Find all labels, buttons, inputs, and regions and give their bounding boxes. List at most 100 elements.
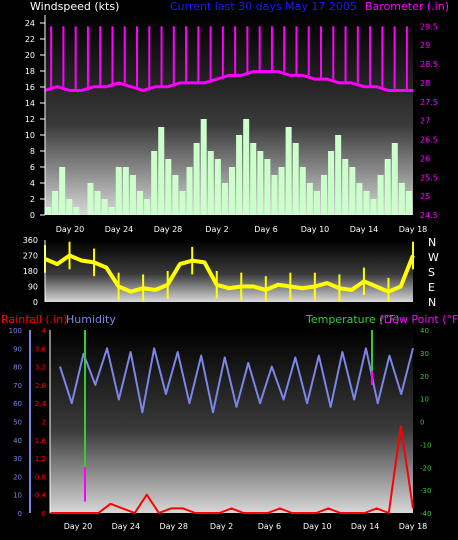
rainfall-tick-label: 0 [42, 510, 46, 518]
barometer-tick-label: 28 [420, 79, 430, 88]
rainfall-tick-label: 4 [42, 327, 47, 335]
windspeed-bar [278, 167, 285, 215]
windspeed-date-label: Day 20 [56, 225, 85, 234]
windspeed-bar [214, 159, 221, 215]
rainfall-axis: 0 0.4 0.8 1.2 1.6 2 2.4 2.8 3.2 3.6 4 [35, 327, 51, 518]
windspeed-bar [200, 119, 207, 215]
windspeed-bar [349, 167, 356, 215]
windspeed-date-label: Day 10 [301, 225, 330, 234]
windspeed-date-label: Day 18 [399, 225, 428, 234]
temperature-tick-label: 0 [420, 419, 424, 427]
windspeed-bar [236, 135, 243, 215]
temperature-tick-label: -20 [420, 464, 431, 472]
temperature-tick-label: 10 [420, 396, 429, 404]
temperature-axis: -40 -30 -20 -10 0 10 20 30 40 [420, 327, 431, 518]
windspeed-bar [229, 167, 236, 215]
windspeed-x-axis: Day 20 Day 24 Day 28 Day 2 Day 6 Day 10 Day 14… [56, 225, 428, 234]
windspeed-tick-label: 2 [30, 195, 35, 204]
direction-series [44, 241, 415, 302]
windspeed-bar [129, 175, 136, 215]
windspeed-date-label: Day 6 [254, 225, 277, 234]
compass-label: N [428, 296, 436, 309]
rain-date-label: Day 2 [210, 522, 233, 531]
temperature-title: Temperature (°F) [305, 313, 400, 326]
rain-date-label: Day 14 [351, 522, 380, 531]
windspeed-tick-label: 0 [30, 211, 35, 220]
humidity-tick-label: 30 [13, 455, 22, 463]
windspeed-tick-label: 24 [25, 19, 35, 28]
humidity-tick-label: 0 [18, 510, 22, 518]
windspeed-series [45, 119, 412, 215]
windspeed-tick-label: 20 [25, 51, 35, 60]
chart-subtitle: Current last 30 days May 17 2005 [170, 0, 357, 13]
windspeed-bar [172, 175, 179, 215]
humidity-title: Humidity [66, 313, 116, 326]
direction-plot-area [45, 240, 413, 302]
windspeed-bar [193, 143, 200, 215]
humidity-tick-label: 80 [13, 364, 22, 372]
barometer-tick-label: 28.5 [420, 60, 438, 69]
windspeed-bar [45, 207, 52, 215]
windspeed-bar [405, 191, 412, 215]
windspeed-bar [257, 151, 264, 215]
windspeed-bar [377, 175, 384, 215]
windspeed-bar [356, 183, 363, 215]
windspeed-tick-label: 22 [25, 35, 35, 44]
windspeed-bar [335, 135, 342, 215]
windspeed-tick-label: 14 [25, 99, 35, 108]
humidity-tick-label: 20 [13, 473, 22, 481]
windspeed-title: Windspeed (kts) [30, 0, 119, 13]
rain-date-label: Day 28 [159, 522, 188, 531]
windspeed-bar [363, 191, 370, 215]
temperature-markers [84, 330, 373, 502]
direction-tick-label: 90 [28, 283, 38, 292]
windspeed-bar [328, 151, 335, 215]
barometer-tick-label: 27 [420, 117, 430, 126]
windspeed-bar [151, 151, 158, 215]
windspeed-bar [94, 191, 101, 215]
rain-humidity-panel: Rainfall (.in) Humidity Temperature (°F)… [1, 313, 458, 531]
temperature-tick-label: 40 [420, 327, 429, 335]
rainfall-tick-label: 2 [42, 419, 46, 427]
rainfall-series [50, 425, 414, 514]
direction-line [44, 253, 415, 294]
compass-label: N [428, 236, 436, 249]
windspeed-bar [243, 119, 250, 215]
dewpoint-title: /Dew Point (°F) [380, 313, 458, 326]
rainfall-line [50, 425, 414, 514]
humidity-tick-label: 40 [13, 437, 22, 445]
windspeed-date-label: Day 2 [205, 225, 228, 234]
windspeed-bar [179, 191, 186, 215]
rain-x-axis: Day 20 Day 24 Day 28 Day 2 Day 6 Day 10 Day 14… [64, 522, 428, 531]
barometer-tick-label: 26.5 [420, 136, 438, 145]
windspeed-tick-label: 18 [25, 67, 35, 76]
barometer-tick-label: 26 [420, 154, 430, 163]
temperature-tick-label: 30 [420, 350, 429, 358]
windspeed-bar [52, 191, 59, 215]
barometer-line [44, 70, 413, 92]
windspeed-date-label: Day 24 [105, 225, 134, 234]
windspeed-bar [165, 159, 172, 215]
barometer-tick-label: 29 [420, 41, 430, 50]
direction-tick-label: 270 [23, 252, 38, 261]
windspeed-bar [292, 143, 299, 215]
compass-label: E [428, 281, 435, 294]
rainfall-tick-label: 2.8 [35, 382, 46, 390]
barometer-tick-label: 25 [420, 192, 430, 201]
windspeed-bar [73, 207, 80, 215]
rainfall-tick-label: 3.2 [35, 364, 46, 372]
windspeed-bar [313, 191, 320, 215]
rain-date-label: Day 20 [64, 522, 93, 531]
temperature-tick-label: 20 [420, 373, 429, 381]
humidity-tick-label: 100 [9, 327, 22, 335]
barometer-series [44, 26, 413, 92]
windspeed-bar [250, 143, 257, 215]
rainfall-tick-label: 1.6 [35, 437, 47, 445]
barometer-tick-label: 24.5 [420, 211, 438, 220]
humidity-tick-label: 50 [13, 419, 22, 427]
temperature-tick-label: -40 [420, 510, 431, 518]
windspeed-tick-label: 10 [25, 131, 35, 140]
